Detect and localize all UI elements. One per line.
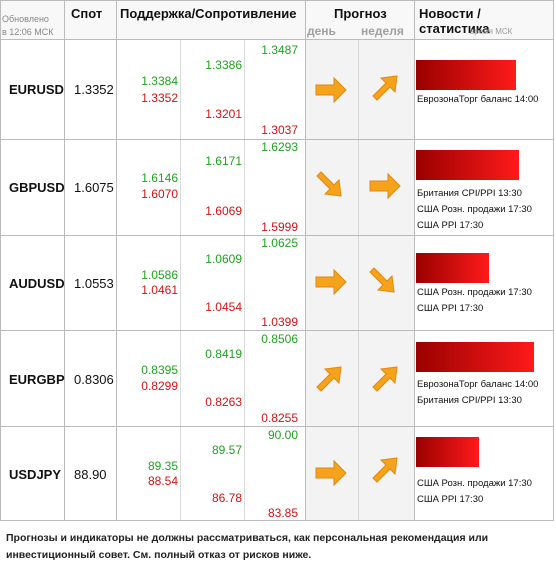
week-header: неделя (361, 24, 404, 38)
spot-value: 88.90 (74, 467, 107, 482)
updated-line1: Обновлено (2, 14, 49, 24)
row-divider (0, 235, 554, 236)
table-row: EURUSD 1.3352 1.3487 1.3386 1.3384 1.335… (0, 40, 554, 139)
arrow-down-right-icon (316, 171, 342, 197)
time-msk-label: время МСК (470, 27, 513, 36)
row-divider (0, 426, 554, 427)
disclaimer-text: Прогнозы и индикаторы не должны рассматр… (6, 532, 489, 561)
row-divider (0, 330, 554, 331)
col-divider (358, 40, 359, 521)
support-3: 0.8255 (261, 411, 298, 425)
col-divider (244, 40, 245, 521)
support-2: 1.0454 (205, 300, 242, 314)
news-impact-bar (416, 342, 534, 372)
support-1: 88.54 (147, 474, 178, 488)
spot-value: 1.0553 (74, 276, 114, 291)
resistance-1: 1.3384 (141, 74, 178, 88)
news-item: США PPI 17:30 (417, 303, 484, 314)
news-item: Британия CPI/PPI 13:30 (417, 395, 522, 406)
resistance-3: 1.3487 (261, 43, 298, 57)
support-1: 1.6070 (141, 187, 178, 201)
arrow-right-icon (315, 459, 347, 487)
col-divider (180, 40, 181, 521)
arrow-up-right-icon (372, 366, 398, 392)
forecast-table: Обновлено в 12:06 МСК Спот Поддержка/Соп… (0, 0, 554, 521)
spot-header: Спот (71, 6, 103, 21)
news-item: ЕврозонаТорг баланс 14:00 (417, 94, 539, 105)
resistance-2: 1.3386 (205, 58, 242, 72)
resistance-2: 1.6171 (205, 154, 242, 168)
arrow-down-right-icon (369, 267, 395, 293)
support-1: 0.8299 (141, 379, 178, 393)
table-row: USDJPY 88.90 90.00 89.57 89.35 88.54 86.… (0, 427, 554, 521)
spot-value: 0.8306 (74, 372, 114, 387)
resistance-2: 0.8419 (205, 347, 242, 361)
news-impact-bar (416, 253, 489, 283)
resistance-3: 1.6293 (261, 140, 298, 154)
resistance-1: 89.35 (147, 459, 178, 473)
symbol-label: EURGBP (9, 372, 65, 387)
col-divider (305, 0, 306, 521)
table-header: Обновлено в 12:06 МСК Спот Поддержка/Соп… (0, 0, 554, 40)
support-2: 1.3201 (205, 107, 242, 121)
resistance-1: 1.6146 (141, 171, 178, 185)
resistance-1: 0.8395 (141, 363, 178, 377)
news-item: США PPI 17:30 (417, 494, 484, 505)
col-divider (116, 0, 117, 521)
table-row: GBPUSD 1.6075 1.6293 1.6171 1.6146 1.607… (0, 140, 554, 235)
news-impact-bar (416, 60, 516, 90)
arrow-right-icon (315, 268, 347, 296)
resistance-3: 0.8506 (261, 332, 298, 346)
support-3: 1.5999 (261, 220, 298, 234)
resistance-3: 90.00 (267, 428, 298, 442)
support-1: 1.0461 (141, 283, 178, 297)
row-divider (0, 139, 554, 140)
forecast-header: Прогноз (334, 6, 387, 21)
resistance-2: 1.0609 (205, 252, 242, 266)
symbol-label: AUDUSD (9, 276, 65, 291)
news-item: США PPI 17:30 (417, 220, 484, 231)
arrow-up-right-icon (372, 457, 398, 483)
support-resistance-header: Поддержка/Сопротивление (120, 6, 297, 21)
news-stats-header: Новости / статистика (419, 6, 490, 36)
resistance-1: 1.0586 (141, 268, 178, 282)
spot-value: 1.6075 (74, 180, 114, 195)
support-2: 1.6069 (205, 204, 242, 218)
arrow-up-right-icon (316, 366, 342, 392)
table-row: AUDUSD 1.0553 1.0625 1.0609 1.0586 1.046… (0, 236, 554, 330)
news-item: Британия CPI/PPI 13:30 (417, 188, 522, 199)
arrow-up-right-icon (372, 75, 398, 101)
arrow-right-icon (369, 172, 401, 200)
col-divider (414, 0, 415, 521)
news-item: США Розн. продажи 17:30 (417, 478, 532, 489)
symbol-label: GBPUSD (9, 180, 65, 195)
news-impact-bar (416, 150, 519, 180)
col-divider (64, 0, 65, 521)
news-item: США Розн. продажи 17:30 (417, 287, 532, 298)
support-1: 1.3352 (141, 91, 178, 105)
symbol-label: EURUSD (9, 82, 64, 97)
support-3: 1.0399 (261, 315, 298, 329)
support-2: 0.8263 (205, 395, 242, 409)
support-3: 1.3037 (261, 123, 298, 137)
day-header: день (307, 24, 336, 38)
news-item: США Розн. продажи 17:30 (417, 204, 532, 215)
news-impact-bar (416, 437, 479, 467)
table-row: EURGBP 0.8306 0.8506 0.8419 0.8395 0.829… (0, 331, 554, 426)
spot-value: 1.3352 (74, 82, 114, 97)
resistance-3: 1.0625 (261, 236, 298, 250)
updated-line2: в 12:06 МСК (2, 27, 54, 37)
arrow-right-icon (315, 76, 347, 104)
symbol-label: USDJPY (9, 467, 62, 482)
updated-label: Обновлено в 12:06 МСК (2, 13, 64, 53)
support-3: 83.85 (267, 506, 298, 520)
news-item: ЕврозонаТорг баланс 14:00 (417, 379, 539, 390)
support-2: 86.78 (211, 491, 242, 505)
resistance-2: 89.57 (211, 443, 242, 457)
